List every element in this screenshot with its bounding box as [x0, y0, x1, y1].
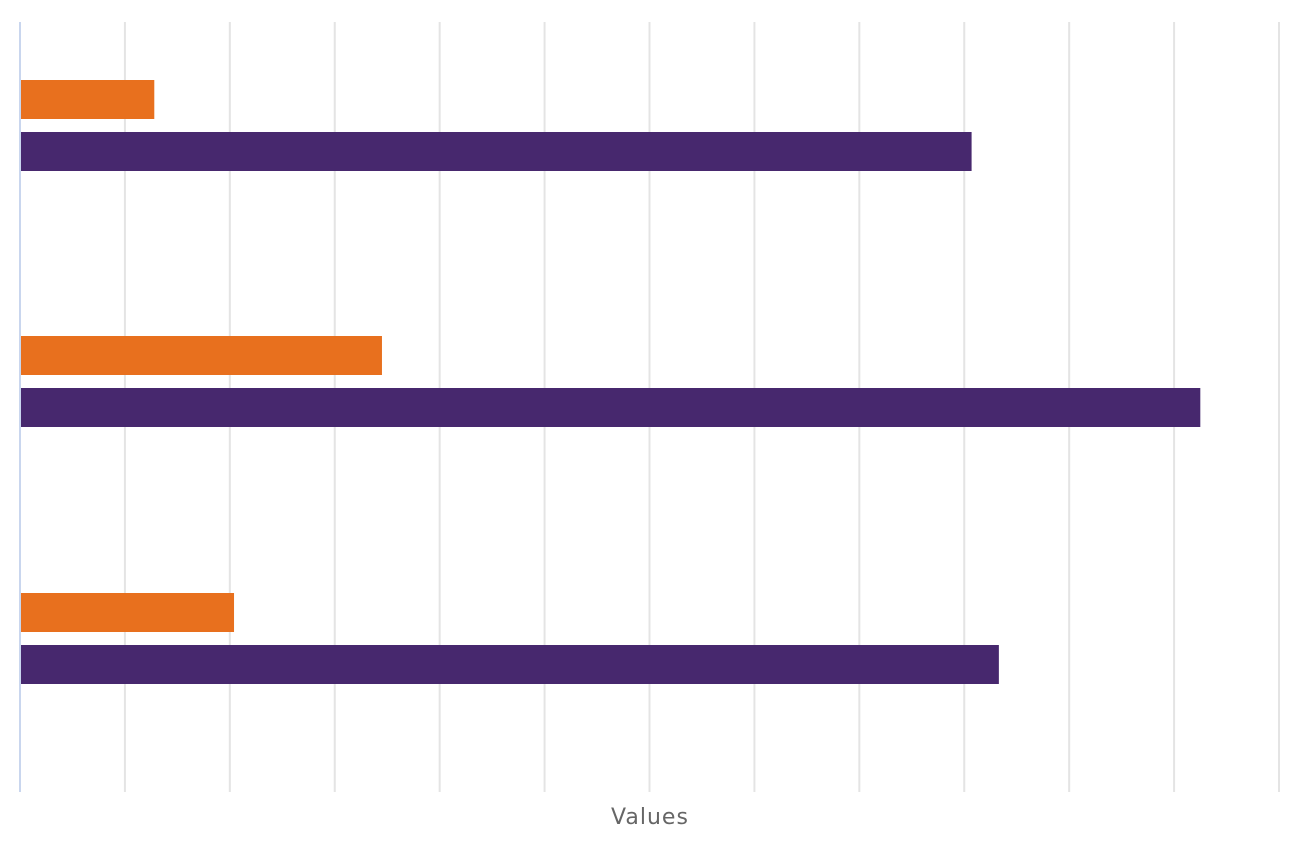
bar-purple-1	[21, 132, 972, 171]
x-axis-title: Values	[611, 805, 689, 830]
bars	[21, 80, 1201, 684]
bar-orange-3	[21, 593, 235, 632]
bar-purple-3	[21, 645, 999, 684]
bar-orange-1	[21, 80, 155, 119]
bar-purple-2	[21, 388, 1201, 427]
bar-orange-2	[21, 336, 382, 375]
